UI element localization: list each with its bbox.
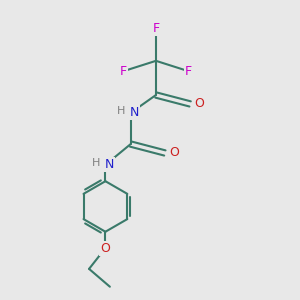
Text: O: O xyxy=(195,98,205,110)
Text: O: O xyxy=(169,146,179,160)
Text: H: H xyxy=(117,106,125,116)
Text: O: O xyxy=(100,242,110,255)
Text: H: H xyxy=(92,158,100,168)
Text: N: N xyxy=(104,158,114,171)
Text: F: F xyxy=(120,65,127,78)
Text: N: N xyxy=(130,106,139,119)
Text: F: F xyxy=(185,65,192,78)
Text: F: F xyxy=(152,22,160,34)
